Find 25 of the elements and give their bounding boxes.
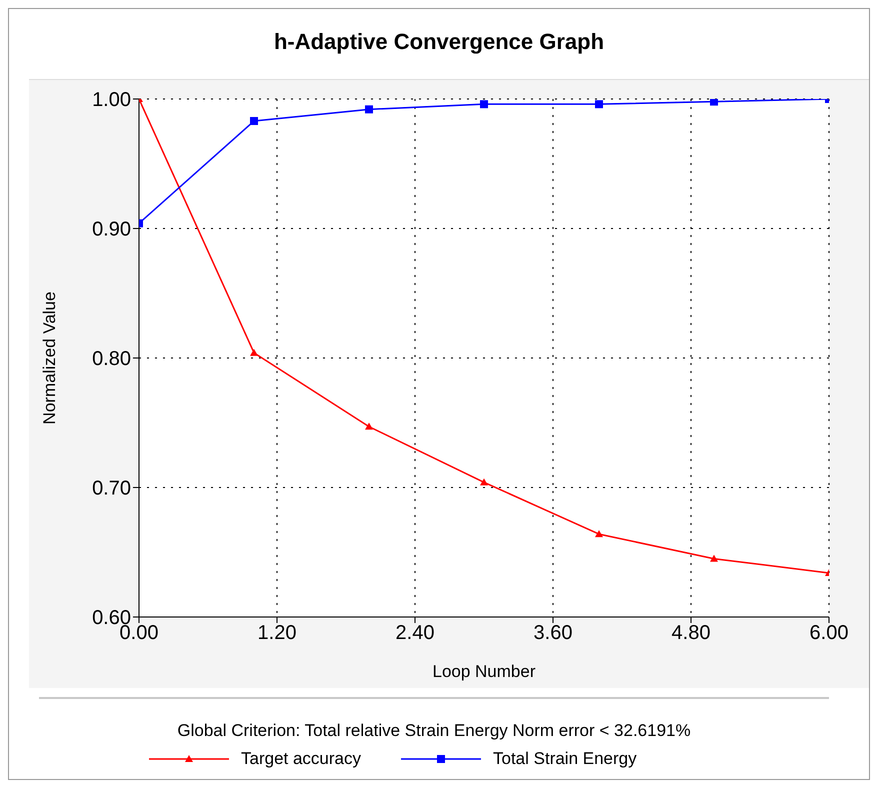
point	[595, 100, 603, 108]
text: Global Criterion: Total relative Strain Energy Norm error < 32.6191%	[176, 721, 692, 741]
x-tick-label: 3.60	[534, 622, 572, 644]
point	[710, 554, 718, 562]
y-tick-label: 0.70	[92, 478, 131, 500]
x-tick-label: 4.80	[672, 622, 710, 644]
x-tick-label: 2.40	[396, 622, 434, 644]
point	[595, 530, 603, 538]
point	[710, 99, 718, 106]
point	[480, 100, 488, 108]
legend-label: Target accuracy	[241, 749, 361, 769]
y-tick-label: 1.00	[92, 89, 131, 112]
x-tick-label: 6.00	[810, 622, 848, 644]
x-axis-title: Loop Number	[432, 662, 536, 681]
y-tick-label: 0.90	[92, 218, 131, 241]
y-tick-label: 0.80	[92, 348, 131, 370]
chart-title: h-Adaptive Convergence Graph	[272, 28, 606, 56]
legend-label: Total Strain Energy	[493, 749, 637, 769]
point	[365, 105, 373, 114]
point	[250, 348, 258, 356]
point	[365, 422, 373, 430]
point	[250, 117, 258, 126]
point	[480, 478, 488, 486]
x-tick-label: 1.20	[258, 622, 296, 644]
y-axis-title: Normalized Value	[40, 292, 60, 424]
